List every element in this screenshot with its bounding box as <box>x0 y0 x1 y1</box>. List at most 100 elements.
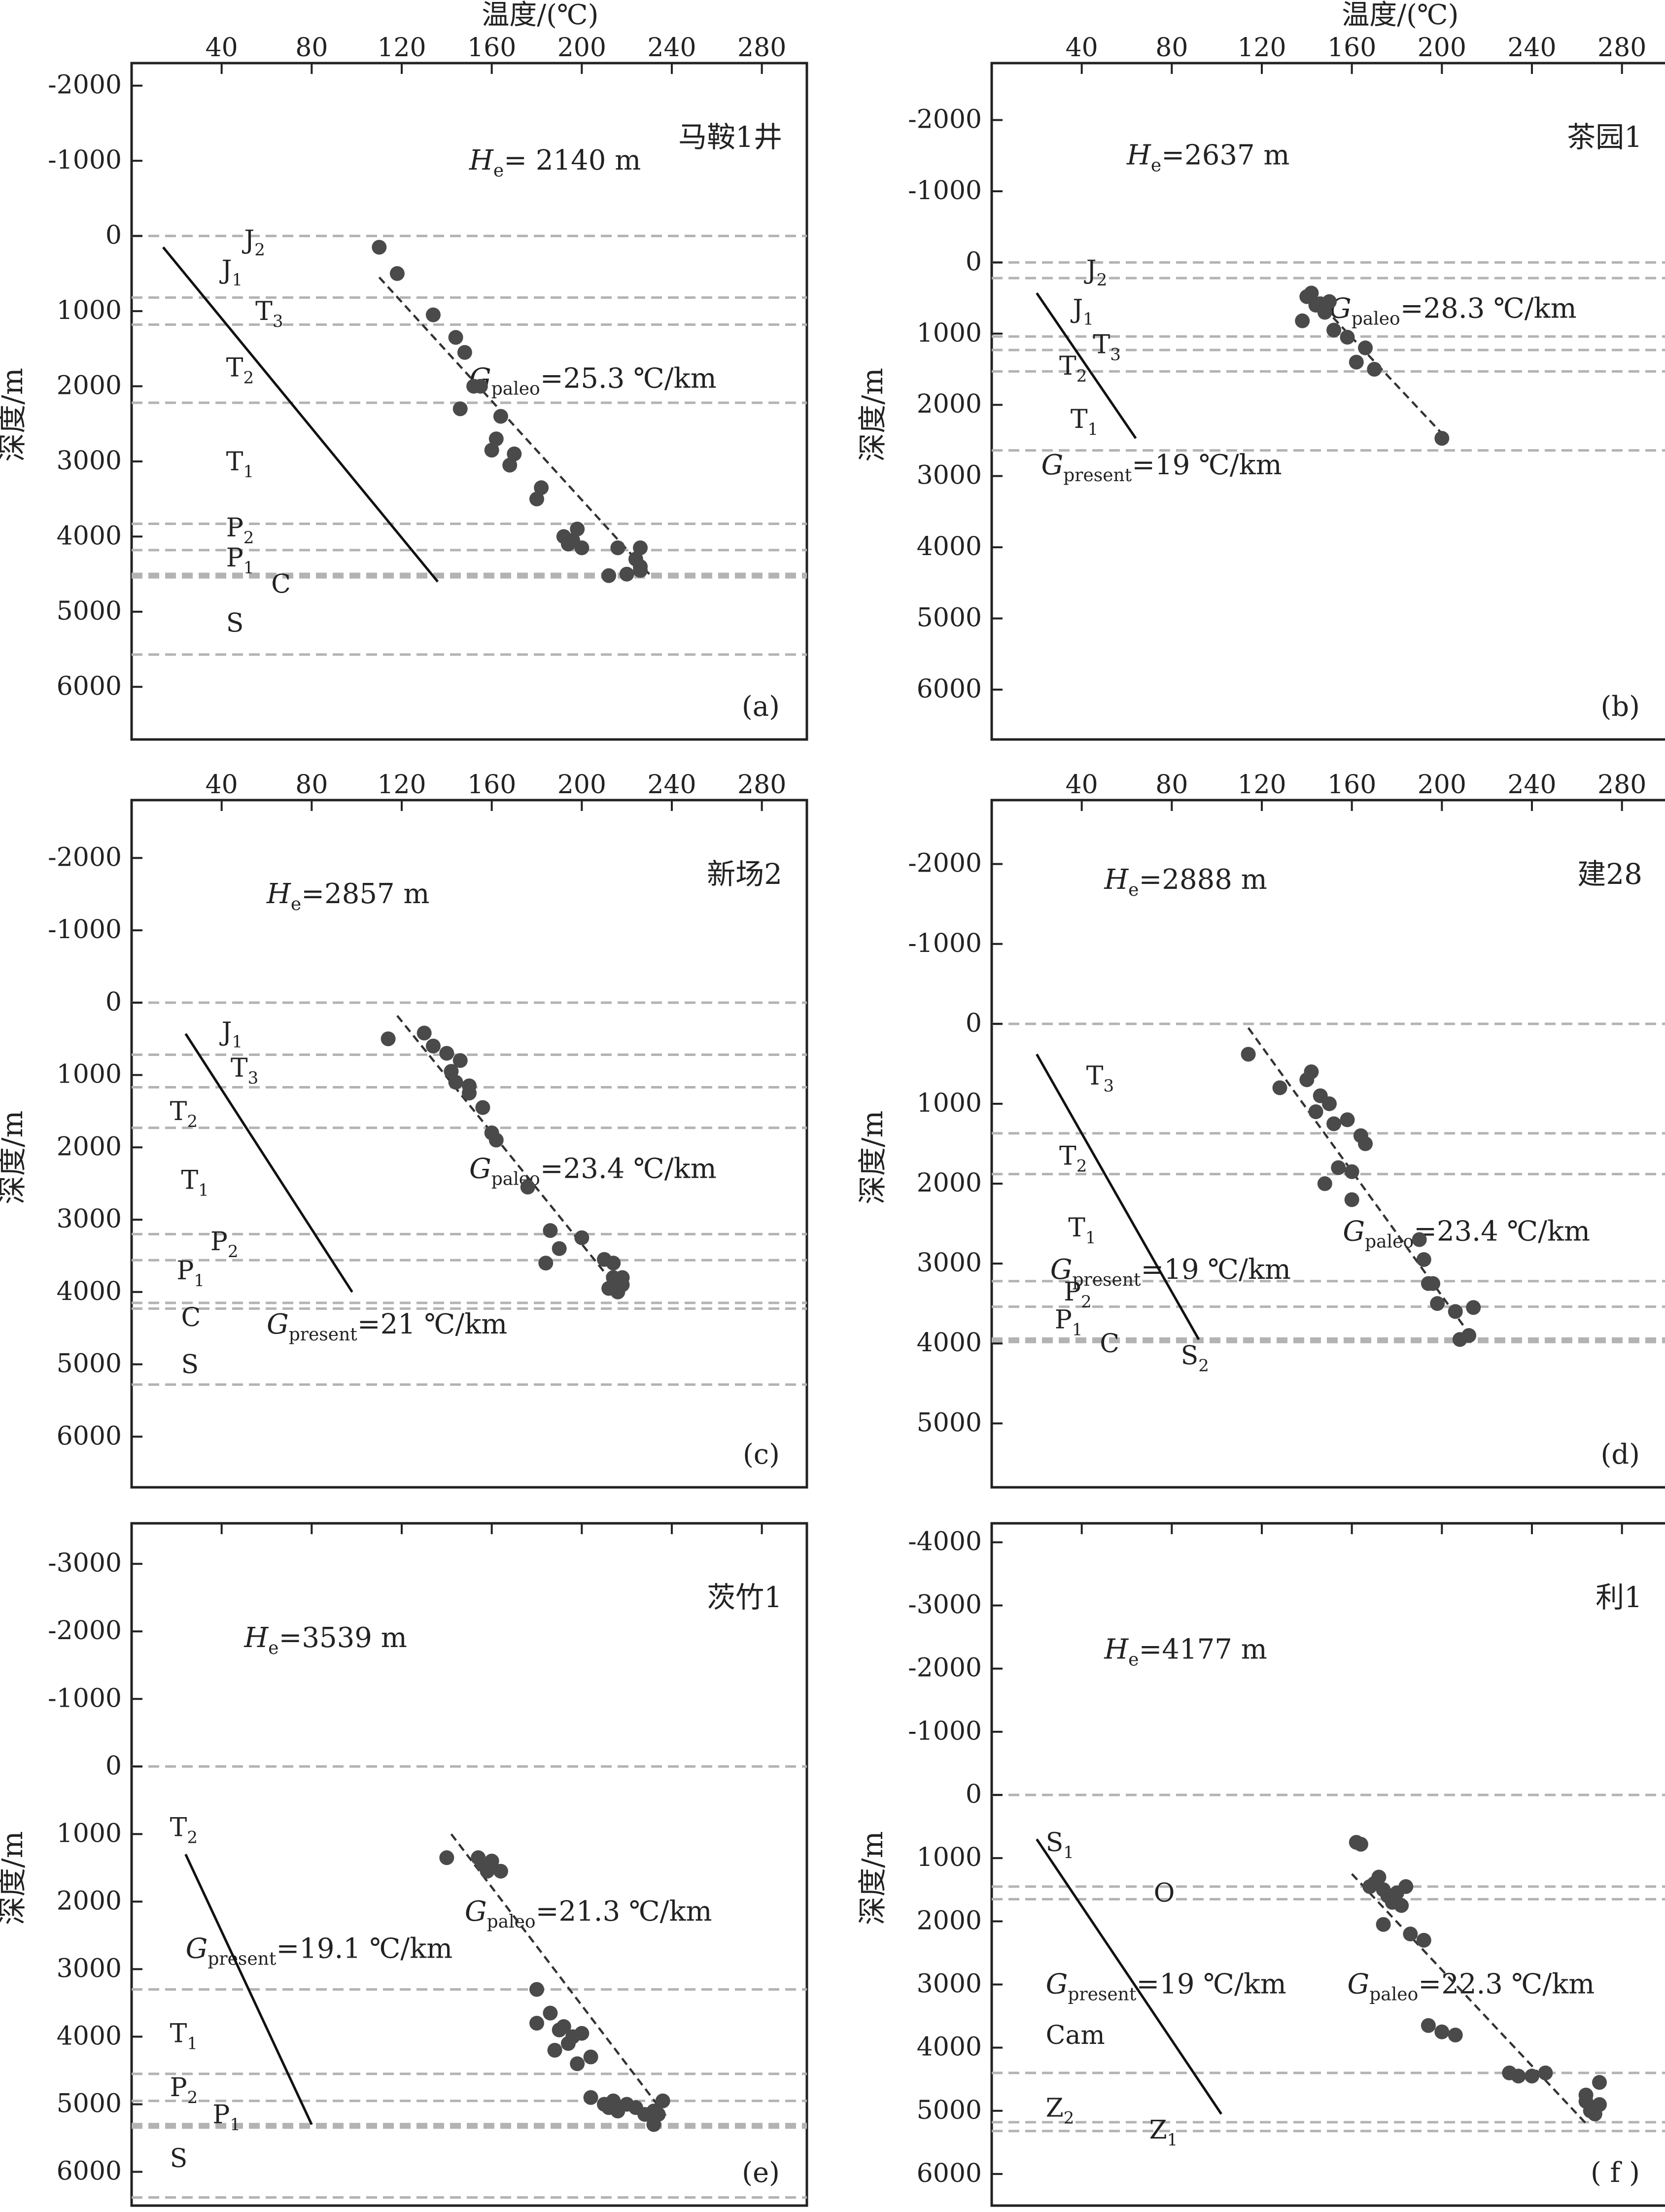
temperature-point <box>651 2107 666 2122</box>
y-tick-label: 4000 <box>57 2021 122 2051</box>
temperature-point <box>1452 1332 1467 1347</box>
stratum-label: T2 <box>170 1813 198 1848</box>
stratum-subscript: 2 <box>1097 270 1108 290</box>
x-tick-label: 240 <box>647 770 696 800</box>
y-axis-title: 深度/m <box>856 1111 889 1205</box>
y-tick-label: 4000 <box>917 532 982 562</box>
y-tick-label: 5000 <box>57 597 122 626</box>
stratum-symbol: J <box>242 225 254 255</box>
stratum-label: O <box>1154 1879 1175 1908</box>
erosion-thickness-symbol: H <box>469 144 494 176</box>
y-tick-label: -1000 <box>48 915 122 945</box>
temperature-point <box>448 1075 463 1090</box>
temperature-point <box>1322 1096 1337 1111</box>
erosion-thickness-value: =2637 m <box>1161 140 1289 172</box>
present-gradient-line <box>162 246 439 583</box>
temperature-point <box>583 2049 598 2065</box>
temperature-point <box>1416 1932 1431 1948</box>
y-tick-label: -4000 <box>908 1527 982 1556</box>
temperature-point <box>1412 1232 1427 1247</box>
stratum-symbol: O <box>1154 1879 1175 1908</box>
stratum-subscript: 3 <box>1110 345 1121 364</box>
erosion-thickness: He=2857 m <box>266 878 430 914</box>
y-tick-label: 6000 <box>57 2156 122 2186</box>
stratum-subscript: 1 <box>1072 1320 1083 1340</box>
paleo-gradient-line <box>450 1833 668 2119</box>
panel-frame <box>990 62 1665 741</box>
present-gradient-line <box>1036 1838 1222 2115</box>
x-tick-label: 40 <box>1066 33 1098 63</box>
x-tick-label: 200 <box>557 770 606 800</box>
stratum-label: T2 <box>170 1097 198 1131</box>
temperature-point <box>372 240 387 255</box>
paleo-gradient-symbol: G <box>465 1896 487 1928</box>
stratum-label: T1 <box>170 2019 198 2054</box>
erosion-thickness: He=2637 m <box>1126 140 1290 176</box>
stratum-symbol: P <box>210 1227 228 1257</box>
y-tick-label: 4000 <box>917 1328 982 1358</box>
stratum-symbol: P <box>1064 1277 1081 1307</box>
panel-label: (b) <box>1600 691 1640 723</box>
temperature-point <box>493 409 508 424</box>
temperature-point <box>601 1281 617 1296</box>
temperature-point <box>1304 285 1319 301</box>
present-gradient-subscript: present <box>208 1949 277 1969</box>
temperature-point <box>655 2093 670 2108</box>
stratum-symbol: T <box>1086 1061 1104 1091</box>
stratum-label: T1 <box>1068 1213 1096 1248</box>
x-tick-label: 200 <box>557 33 606 63</box>
stratum-label: P2 <box>170 2073 198 2107</box>
stratum-subscript: 2 <box>187 1828 198 1848</box>
temperature-point <box>452 1053 468 1068</box>
x-tick-label: 160 <box>1327 770 1376 800</box>
erosion-thickness-symbol: H <box>1104 864 1129 896</box>
stratum-symbol: J <box>1070 294 1083 324</box>
stratum-subscript: 2 <box>1076 1156 1087 1176</box>
paleo-gradient-value: =25.3 ℃/km <box>540 362 717 394</box>
paleo-gradient-subscript: paleo <box>491 379 540 399</box>
erosion-thickness-value: =2888 m <box>1139 864 1267 896</box>
x-tick-label: 120 <box>1237 33 1286 63</box>
temperature-point <box>570 522 585 537</box>
panel-d: -2000 -1000 0 1000 2000 3000 4000 5000 40 80 120 16… <box>856 770 1665 1489</box>
y-axis-title: 深度/m <box>0 1831 29 1925</box>
temperature-point <box>425 1038 441 1053</box>
y-tick-label: 5000 <box>57 1349 122 1379</box>
y-tick-label: 2000 <box>57 1132 122 1161</box>
panel-frame <box>130 799 808 1489</box>
temperature-point <box>583 2090 598 2105</box>
y-tick-label: -1000 <box>908 929 982 958</box>
paleo-gradient-value: =21.3 ℃/km <box>536 1896 712 1928</box>
temperature-point <box>448 330 463 345</box>
y-tick-label: 0 <box>105 987 122 1017</box>
y-tick-label: 1000 <box>57 1060 122 1089</box>
temperature-point <box>1371 1869 1387 1885</box>
y-tick-label: 3000 <box>57 446 122 476</box>
erosion-thickness-value: = 2140 m <box>504 144 641 176</box>
stratum-subscript: 2 <box>1198 1356 1209 1376</box>
stratum-subscript: 2 <box>1081 1292 1092 1312</box>
present-gradient-symbol: G <box>186 1932 208 1965</box>
temperature-point <box>538 1256 554 1271</box>
paleo-gradient: Gpaleo=23.4 ℃/km <box>469 1153 717 1189</box>
stratum-label: T2 <box>1059 351 1087 386</box>
temperature-point <box>1448 2028 1463 2042</box>
paleo-gradient-line <box>396 1015 610 1278</box>
temperature-point <box>1430 1296 1445 1311</box>
present-gradient: Gpresent=19 ℃/km <box>1046 1968 1286 2004</box>
temperature-point <box>1394 1898 1409 1913</box>
x-tick-label: 160 <box>1327 33 1376 63</box>
y-tick-label: 5000 <box>57 2089 122 2118</box>
x-axis-title: 温度/(℃) <box>482 0 598 31</box>
stratum-subscript: 1 <box>1085 1228 1096 1248</box>
stratum-symbol: T <box>170 1097 187 1126</box>
stratum-label: P2 <box>210 1227 239 1262</box>
temperature-point <box>606 1256 621 1271</box>
temperature-point <box>1349 354 1364 370</box>
stratum-label: Z1 <box>1149 2115 1178 2150</box>
stratum-subscript: 2 <box>1076 366 1087 386</box>
stratum-symbol: Cam <box>1046 2021 1105 2050</box>
y-tick-label: 4000 <box>57 1277 122 1306</box>
stratum-symbol: T <box>226 447 243 477</box>
